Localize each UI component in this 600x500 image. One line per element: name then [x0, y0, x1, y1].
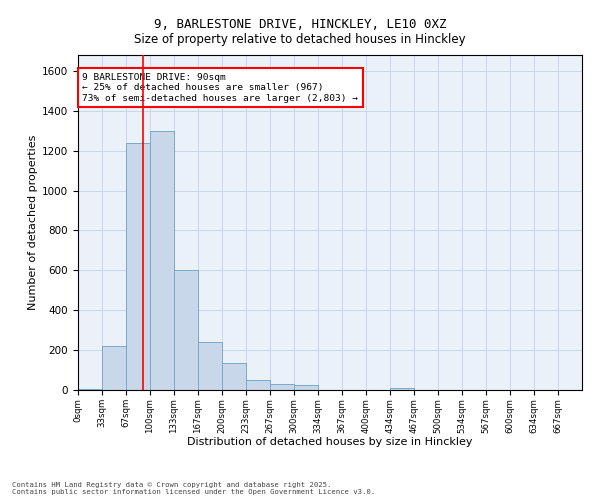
Text: 9, BARLESTONE DRIVE, HINCKLEY, LE10 0XZ: 9, BARLESTONE DRIVE, HINCKLEY, LE10 0XZ: [154, 18, 446, 30]
Bar: [246, 380, 270, 390]
Bar: [150, 131, 174, 390]
Text: Contains HM Land Registry data © Crown copyright and database right 2025.
Contai: Contains HM Land Registry data © Crown c…: [12, 482, 375, 495]
Bar: [270, 384, 294, 390]
Y-axis label: Number of detached properties: Number of detached properties: [28, 135, 38, 310]
Text: 9 BARLESTONE DRIVE: 90sqm
← 25% of detached houses are smaller (967)
73% of semi: 9 BARLESTONE DRIVE: 90sqm ← 25% of detac…: [82, 73, 358, 102]
Bar: [174, 270, 198, 390]
Bar: [102, 346, 126, 390]
Bar: [390, 388, 414, 390]
Bar: [78, 389, 102, 390]
X-axis label: Distribution of detached houses by size in Hinckley: Distribution of detached houses by size …: [187, 436, 473, 446]
Bar: [294, 385, 318, 390]
Text: Size of property relative to detached houses in Hinckley: Size of property relative to detached ho…: [134, 32, 466, 46]
Bar: [198, 342, 222, 390]
Bar: [126, 142, 150, 390]
Bar: [222, 363, 246, 390]
